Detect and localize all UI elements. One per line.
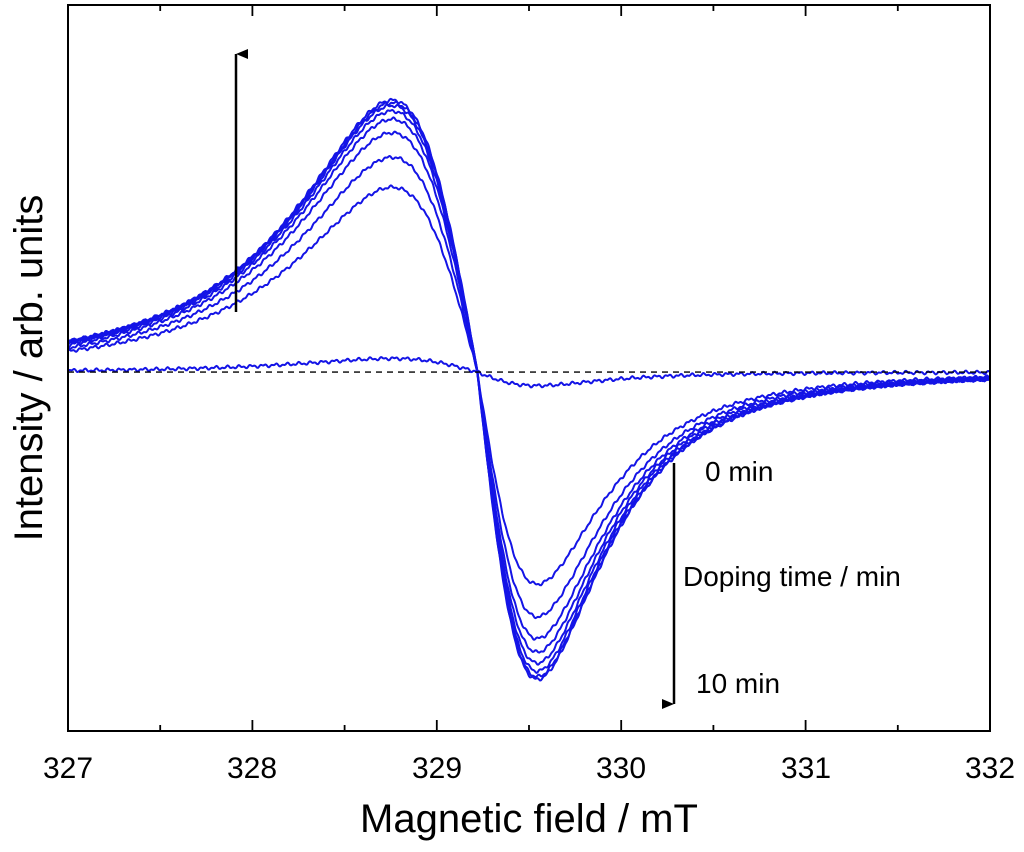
end-time-label: 10 min bbox=[696, 668, 780, 699]
x-tick-label-332: 332 bbox=[965, 752, 1015, 785]
tick-layer bbox=[67, 5, 991, 731]
series-line-0-min bbox=[67, 356, 991, 389]
x-tick-label-331: 331 bbox=[781, 752, 831, 785]
x-tick-label-330: 330 bbox=[596, 752, 646, 785]
doping-time-label: Doping time / min bbox=[683, 561, 901, 592]
x-tick-label-327: 327 bbox=[43, 752, 93, 785]
start-time-label: 0 min bbox=[705, 456, 773, 487]
series-line-s5 bbox=[67, 116, 991, 654]
series-layer bbox=[67, 97, 991, 682]
series-line-10-min bbox=[67, 97, 991, 682]
x-axis-title: Magnetic field / mT bbox=[360, 797, 698, 841]
x-tick-label-329: 329 bbox=[412, 752, 462, 785]
y-axis-title: Intensity / arb. units bbox=[7, 195, 51, 542]
x-tick-label-328: 328 bbox=[227, 752, 277, 785]
